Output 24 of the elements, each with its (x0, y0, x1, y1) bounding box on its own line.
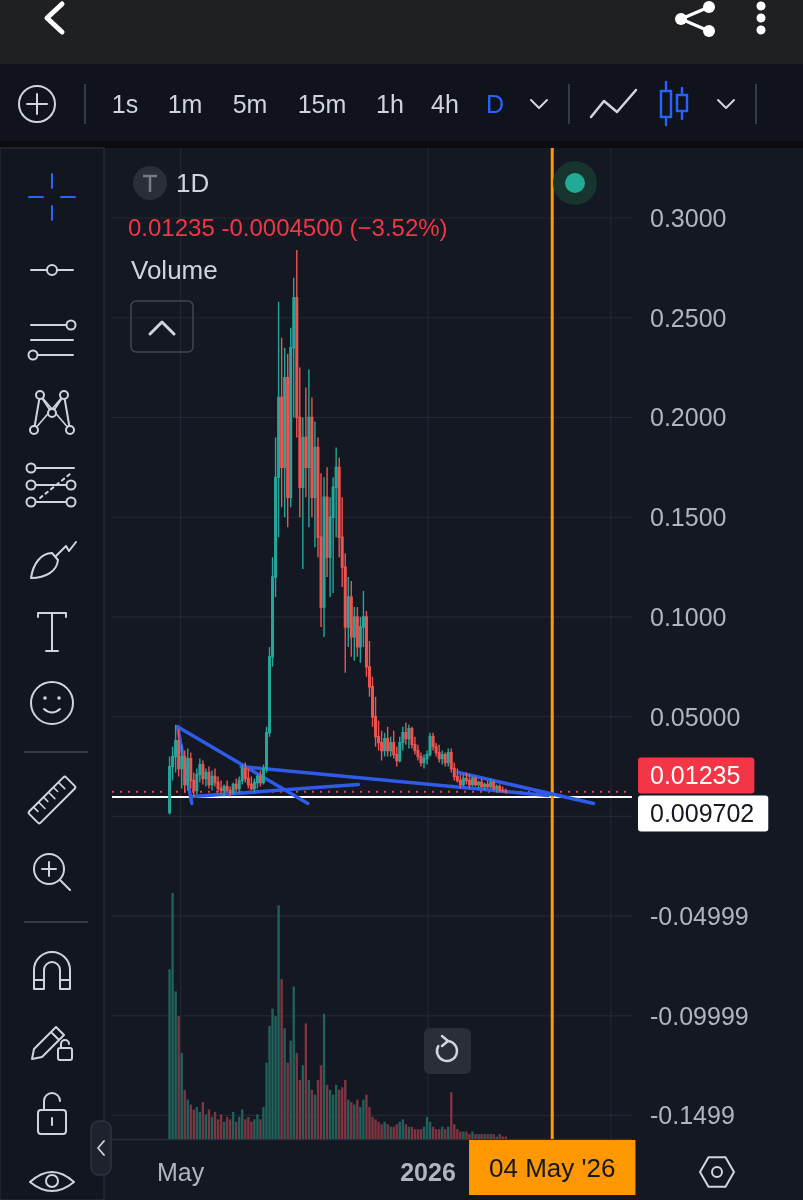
text: 1h (376, 90, 404, 118)
y-tick-label: -0.1499 (650, 1101, 735, 1130)
x-tick-label: May (157, 1158, 205, 1186)
text: 1m (167, 90, 203, 118)
text: 4h (431, 90, 459, 118)
x-tick-label: 2026 (400, 1158, 456, 1186)
y-tick-label: -0.04999 (650, 902, 749, 931)
y-tick-label: 0.2000 (650, 403, 727, 432)
text: 1D (176, 168, 210, 198)
y-tick-label: 0.2500 (650, 303, 727, 332)
y-tick-label: 0.3000 (650, 204, 727, 233)
y-tick-label: -0.09999 (650, 1001, 749, 1030)
ref-line-label: 0.009702 (650, 799, 755, 828)
text: 1s (111, 90, 139, 118)
text: 0.01235 -0.0004500 (−3.52%) (128, 213, 448, 241)
chart-title: Volume (131, 255, 218, 285)
text: 15m (297, 90, 347, 118)
ref-line-label: 04 May '26 (489, 1153, 616, 1183)
y-tick-label: 0.1000 (650, 602, 727, 631)
text: 5m (232, 90, 268, 118)
text: D (485, 90, 505, 118)
y-tick-label: 0.05000 (650, 702, 741, 731)
y-tick-label: 0.1500 (650, 503, 727, 532)
ref-line-label: 0.01235 (650, 761, 741, 790)
